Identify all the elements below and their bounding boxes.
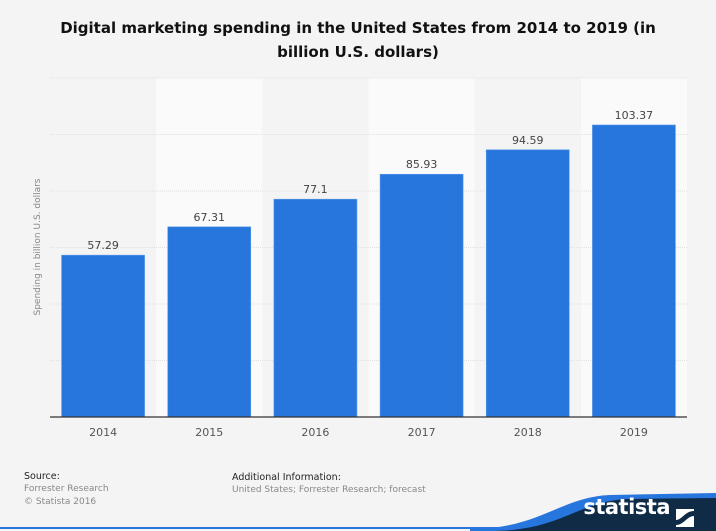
banner-background <box>490 498 716 531</box>
source-text: Forrester Research <box>24 484 109 494</box>
data-label: 77.1 <box>303 183 328 196</box>
statista-banner <box>0 493 716 531</box>
bar-2014 <box>61 254 145 418</box>
chart-title: Digital marketing spending in the United… <box>60 19 656 61</box>
data-label: 85.93 <box>406 158 438 171</box>
bar-2018 <box>485 149 570 418</box>
x-tick-label: 2014 <box>89 426 117 439</box>
data-label: 57.29 <box>87 239 119 252</box>
bar-2015 <box>167 226 252 418</box>
data-label: 103.37 <box>615 109 654 122</box>
x-tick-label: 2015 <box>195 426 223 439</box>
bar-2017 <box>379 173 464 418</box>
x-tick-label: 2016 <box>301 426 329 439</box>
bar-2019 <box>592 124 676 418</box>
source-label: Source: <box>24 471 60 482</box>
statista-logo-icon <box>676 509 694 527</box>
data-label: 94.59 <box>512 134 544 147</box>
x-tick-label: 2019 <box>620 426 648 439</box>
y-axis-label: Spending in billion U.S. dollars <box>33 178 43 316</box>
additional-info-block: Additional Information: United States; F… <box>232 471 426 497</box>
x-tick-label: 2017 <box>408 426 436 439</box>
x-tick-label: 2018 <box>514 426 542 439</box>
bar-2016 <box>273 198 358 418</box>
data-label: 67.31 <box>194 211 226 224</box>
bar-chart: 57.29 2014 67.31 2015 77.1 2016 85.93 2017 94.59… <box>50 77 687 439</box>
source-block: Source: Forrester Research © Statista 20… <box>24 470 109 509</box>
statista-logo-text: statista <box>583 495 670 519</box>
bottom-rule <box>0 527 716 529</box>
additional-info-label: Additional Information: <box>232 472 341 483</box>
copyright-text: © Statista 2016 <box>24 497 97 507</box>
additional-info-text: United States; Forrester Research; forec… <box>232 485 426 495</box>
